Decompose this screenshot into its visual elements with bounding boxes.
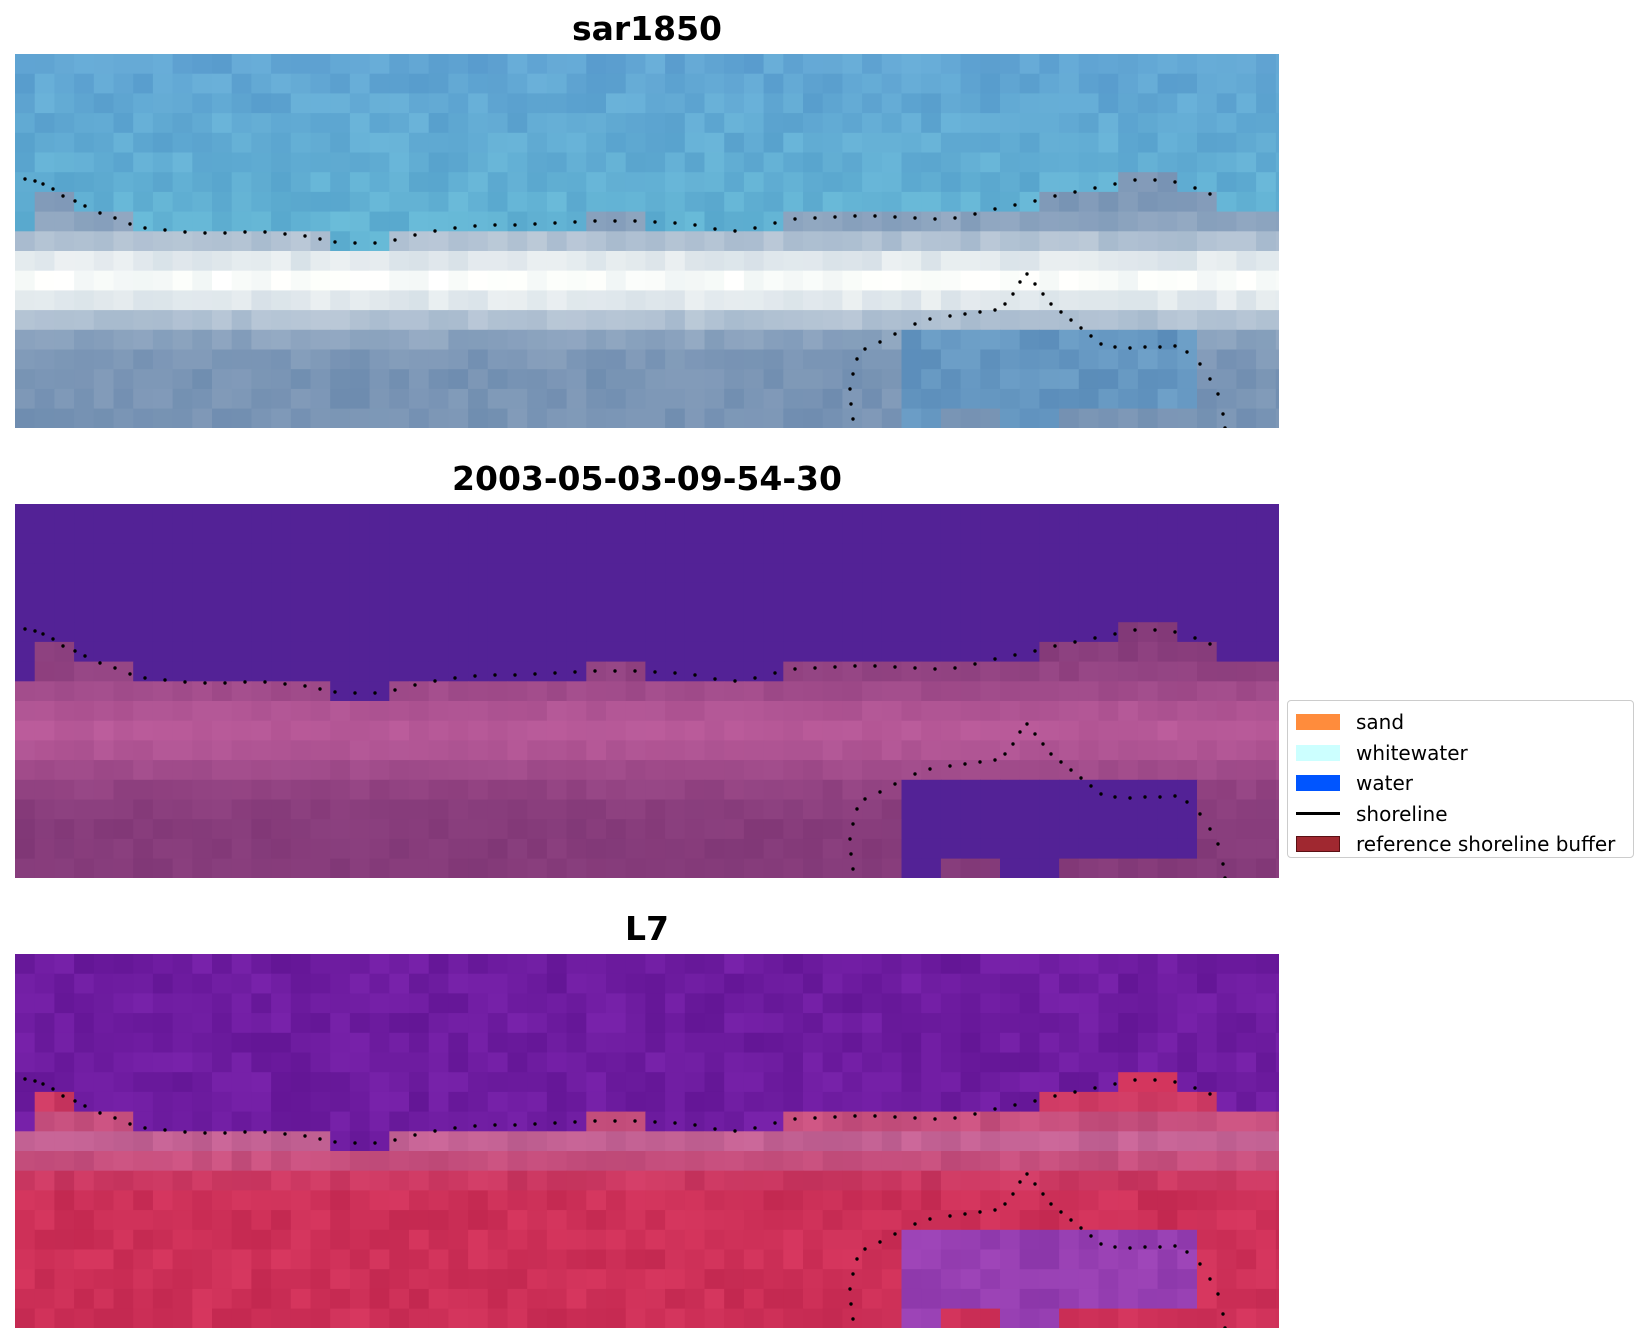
rgb-pixel-grid [15,54,1279,428]
image-panel-ndwi [15,954,1279,1328]
panel-title-2: 2003-05-03-09-54-30 [452,459,842,498]
shoreline-dots [23,1077,1227,1328]
legend-swatch-whitewater [1296,744,1340,761]
image-panel-rgb [15,54,1279,428]
legend-item-reference-buffer: reference shoreline buffer [1296,829,1625,860]
legend-item-sand: sand [1296,707,1625,738]
ndwi-pixel-grid [15,954,1279,1328]
legend-swatch-reference-buffer [1296,836,1340,853]
legend: sand whitewater water shoreline referenc… [1287,700,1634,858]
legend-label-reference-buffer: reference shoreline buffer [1356,832,1616,857]
legend-line-shoreline [1296,812,1340,816]
panel-title-1: sar1850 [571,9,723,48]
legend-swatch-water [1296,775,1340,792]
legend-label-sand: sand [1356,710,1405,735]
classified-image [15,504,1279,878]
classified-pixel-grid [15,504,1279,878]
image-panel-classified [15,504,1279,878]
rgb-image [15,54,1279,428]
legend-item-water: water [1296,768,1625,799]
shoreline-dots [23,627,1227,878]
legend-item-whitewater: whitewater [1296,738,1625,769]
legend-swatch-sand [1296,714,1340,731]
ndwi-image [15,954,1279,1328]
legend-label-shoreline: shoreline [1356,801,1448,826]
legend-label-water: water [1356,771,1413,796]
panel-title-3: L7 [625,909,669,948]
shoreline-dots [23,177,1227,428]
legend-label-whitewater: whitewater [1356,740,1468,765]
legend-item-shoreline: shoreline [1296,799,1625,830]
